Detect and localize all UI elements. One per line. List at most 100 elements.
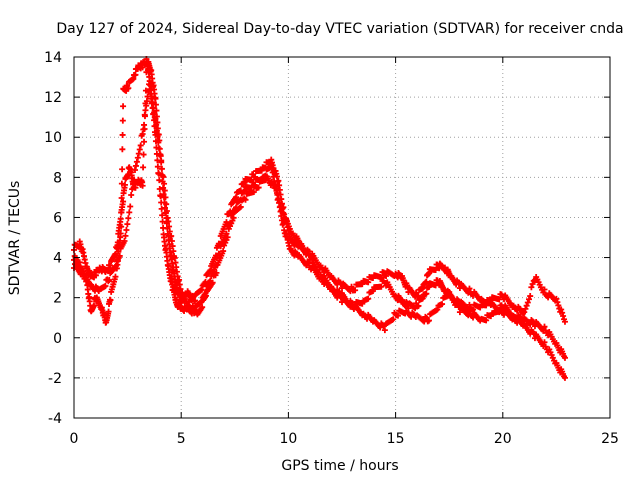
data-point: [131, 167, 138, 174]
data-point: [541, 286, 548, 293]
data-point: [213, 269, 220, 276]
x-tick-label: 25: [601, 431, 619, 447]
data-point: [273, 187, 280, 194]
y-tick-label: -2: [48, 371, 62, 387]
data-point: [140, 151, 147, 158]
data-point: [157, 193, 164, 200]
data-point: [140, 164, 147, 171]
data-point: [275, 195, 282, 202]
data-point: [141, 121, 148, 128]
data-point: [128, 191, 135, 198]
data-point: [161, 180, 168, 187]
chart-title: Day 127 of 2024, Sidereal Day-to-day VTE…: [56, 21, 623, 37]
data-point: [241, 179, 248, 186]
data-point: [558, 306, 565, 313]
data-point: [130, 180, 137, 187]
data-point: [119, 117, 126, 124]
data-point: [127, 203, 134, 210]
data-point: [91, 302, 98, 309]
data-point: [153, 127, 160, 134]
data-point: [526, 296, 533, 303]
data-point: [168, 238, 175, 245]
data-point: [153, 121, 160, 128]
data-point: [425, 317, 432, 324]
y-tick-label: 10: [44, 130, 62, 146]
data-point: [276, 199, 283, 206]
data-point: [112, 273, 119, 280]
data-point: [280, 209, 287, 216]
data-point: [139, 182, 146, 189]
data-point: [125, 215, 132, 222]
x-tick-label: 15: [387, 431, 405, 447]
data-point: [365, 295, 372, 302]
y-tick-label: 2: [53, 291, 62, 307]
data-point: [118, 180, 125, 187]
data-point: [258, 167, 265, 174]
data-point: [521, 309, 528, 316]
data-point: [423, 290, 430, 297]
data-point: [209, 279, 216, 286]
data-point: [154, 133, 161, 140]
data-point: [92, 272, 99, 279]
plot-frame: [73, 56, 611, 419]
data-point: [156, 177, 163, 184]
data-point: [158, 199, 165, 206]
data-point: [559, 309, 566, 316]
data-point: [279, 205, 286, 212]
data-point: [232, 194, 239, 201]
data-point: [378, 274, 385, 281]
data-point: [223, 230, 230, 237]
data-point: [529, 281, 536, 288]
data-point: [394, 312, 401, 319]
data-point: [78, 267, 85, 274]
data-point: [198, 286, 205, 293]
data-point: [152, 115, 159, 122]
data-point: [561, 318, 568, 325]
data-point: [154, 163, 161, 170]
data-point: [523, 302, 530, 309]
data-point: [483, 317, 490, 324]
data-point: [132, 162, 139, 169]
data-point: [137, 142, 144, 149]
series-trace-c: [71, 81, 568, 361]
y-tick-label: 8: [53, 170, 62, 186]
y-tick-label: -4: [48, 411, 62, 427]
data-point: [119, 131, 126, 138]
data-point: [561, 374, 568, 381]
data-point: [169, 243, 176, 250]
data-point: [348, 299, 355, 306]
data-point: [316, 266, 323, 273]
data-point: [133, 158, 140, 165]
data-point: [483, 302, 490, 309]
data-point: [118, 223, 125, 230]
data-point: [158, 157, 165, 164]
data-point: [381, 327, 388, 334]
data-point: [158, 205, 165, 212]
data-point: [102, 283, 109, 290]
data-point: [390, 316, 397, 323]
data-point: [528, 284, 535, 291]
data-point: [107, 297, 114, 304]
y-tick-label: 4: [53, 251, 62, 267]
data-point: [141, 138, 148, 145]
data-point: [237, 203, 244, 210]
data-point: [170, 248, 177, 255]
data-point: [125, 85, 132, 92]
data-point: [118, 194, 125, 201]
data-point: [220, 248, 227, 255]
data-point: [116, 252, 123, 259]
data-point: [527, 293, 534, 300]
data-point: [496, 308, 503, 315]
data-point: [155, 139, 162, 146]
data-point: [274, 191, 281, 198]
data-point: [166, 228, 173, 235]
data-point: [160, 173, 167, 180]
data-point: [123, 227, 130, 234]
data-point: [136, 146, 143, 153]
data-point: [242, 196, 249, 203]
data-point: [555, 302, 562, 309]
data-point: [527, 321, 534, 328]
data-point: [162, 194, 169, 201]
data-point: [165, 218, 172, 225]
